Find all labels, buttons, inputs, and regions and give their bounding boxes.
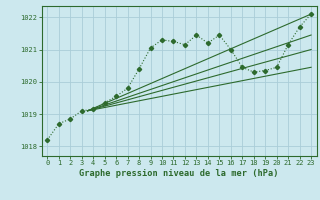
X-axis label: Graphe pression niveau de la mer (hPa): Graphe pression niveau de la mer (hPa) [79,169,279,178]
